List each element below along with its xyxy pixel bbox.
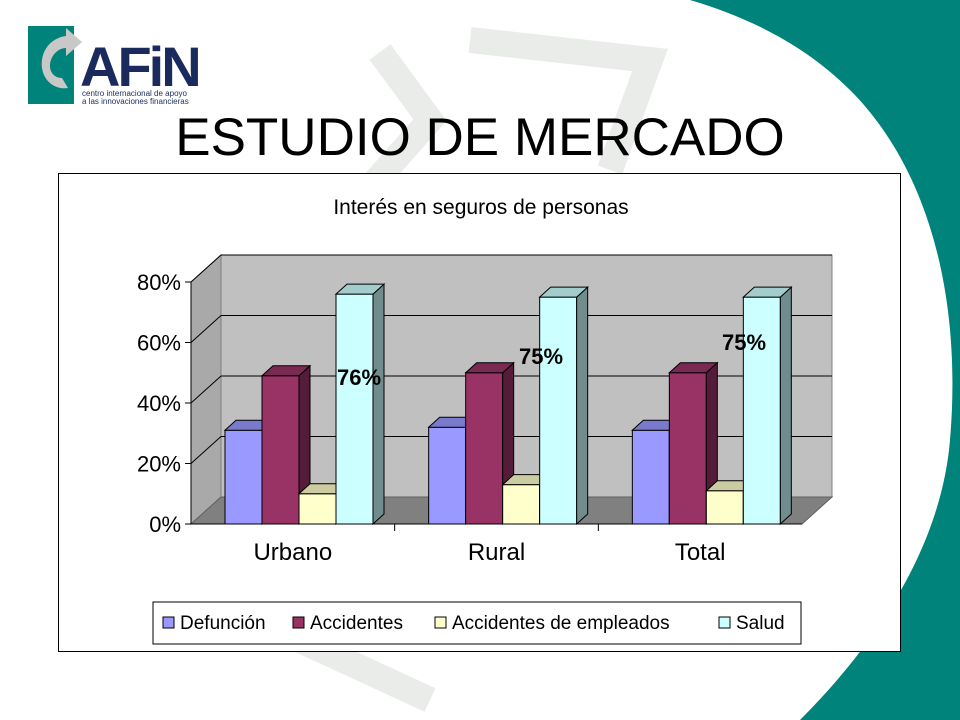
- chart-frame: Interés en seguros de personas 0% 20% 40% 6…: [58, 173, 901, 652]
- x-tick-label: Rural: [468, 539, 525, 566]
- bar-top: [464, 362, 515, 374]
- bar-side: [372, 282, 385, 526]
- logo-arrow-icon: [41, 28, 82, 89]
- bar-front: [224, 429, 263, 525]
- chart-title: Interés en seguros de personas: [333, 196, 628, 219]
- chart-bars: [223, 282, 793, 526]
- bar: [297, 482, 349, 526]
- bar-front: [539, 296, 578, 525]
- bar: [260, 364, 312, 526]
- bar-chart: Interés en seguros de personas 0% 20% 40% 6…: [137, 196, 834, 645]
- bar-top: [668, 362, 719, 374]
- gridline: [190, 315, 832, 343]
- chart-legend: Defunción Accidentes Accidentes de emplead…: [152, 601, 802, 645]
- legend-box: [152, 601, 802, 645]
- legend-label: Defunción: [180, 613, 266, 634]
- bar: [334, 282, 386, 526]
- y-tick-label: 20%: [137, 452, 181, 477]
- bar: [464, 361, 515, 526]
- bar-front: [631, 429, 670, 525]
- bar-side: [779, 285, 792, 526]
- logo-tagline-1: centro internacional de apoyo: [82, 89, 188, 98]
- data-label: 76%: [337, 365, 381, 390]
- x-tick-label: Total: [675, 539, 726, 566]
- data-label: 75%: [722, 330, 766, 355]
- legend-swatch: [434, 616, 447, 629]
- bar: [742, 285, 793, 526]
- legend-label: Accidentes: [310, 613, 403, 634]
- bar-front: [261, 375, 300, 525]
- legend-swatch: [292, 616, 305, 629]
- bar-front: [298, 493, 337, 525]
- teal-band: [690, 0, 960, 720]
- legend-swatch: [162, 616, 175, 629]
- gridline: [190, 254, 832, 283]
- y-tick-label: 60%: [137, 331, 181, 356]
- bar-top: [742, 286, 793, 298]
- gridline: [190, 436, 832, 464]
- chart-gridlines: [190, 254, 832, 464]
- y-tick-label: 40%: [137, 391, 181, 416]
- bar-top: [334, 283, 386, 295]
- logo-brand: AFiN: [80, 35, 199, 98]
- bar-front: [705, 490, 744, 525]
- bar-front: [668, 372, 707, 525]
- legend-label: Salud: [736, 613, 785, 634]
- legend-label: Accidentes de empleados: [452, 613, 670, 634]
- slide-title: ESTUDIO DE MERCADO: [175, 108, 785, 167]
- afin-logo: AFiN centro internacional de apoyo a las…: [28, 26, 202, 106]
- gridline: [190, 375, 832, 404]
- y-tick-label: 80%: [137, 270, 181, 295]
- x-tick-label: Urbano: [253, 539, 332, 566]
- bar-front: [502, 484, 541, 525]
- logo-tagline-2: a las innovaciones financieras: [82, 97, 189, 106]
- legend-swatch: [718, 616, 731, 629]
- bar-front: [335, 293, 374, 525]
- bar: [538, 285, 589, 526]
- bar-front: [428, 426, 467, 525]
- bar-front: [742, 296, 781, 525]
- bar-top: [538, 286, 589, 298]
- chart-data-labels: 76% 75% 75%: [337, 330, 766, 390]
- bar-top: [260, 365, 312, 377]
- data-label: 75%: [519, 344, 563, 369]
- bar-side: [576, 285, 589, 526]
- y-tick-label: 0%: [149, 512, 181, 537]
- bar-front: [465, 372, 504, 525]
